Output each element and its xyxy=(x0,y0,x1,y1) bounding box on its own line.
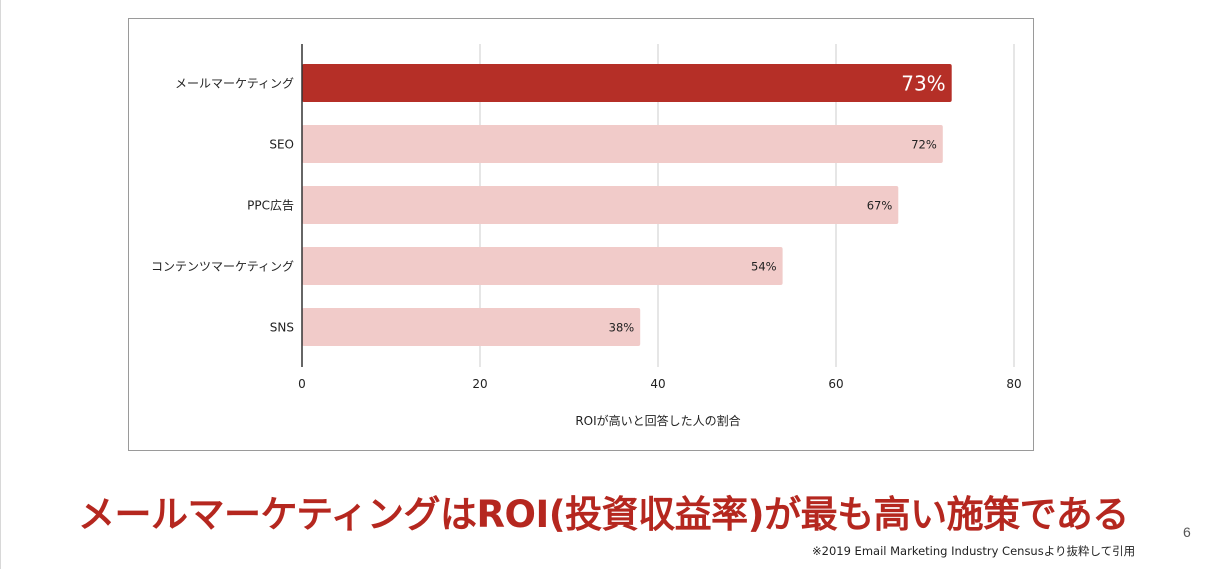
bar-3 xyxy=(302,247,783,285)
x-tick-label-40: 40 xyxy=(650,377,665,391)
x-axis-title: ROIが高いと回答した人の割合 xyxy=(575,413,740,428)
category-label-4: SNS xyxy=(270,321,294,335)
category-label-1: SEO xyxy=(269,138,294,152)
x-tick-label-80: 80 xyxy=(1006,377,1021,391)
chart-frame: メールマーケティング 73% SEO 72% PPC広告 67% コンテンツマーケティング 5… xyxy=(128,18,1034,451)
bar-0 xyxy=(302,64,952,102)
category-label-3: コンテンツマーケティング xyxy=(151,260,294,274)
bar-2 xyxy=(302,186,899,224)
x-tick-label-60: 60 xyxy=(828,377,843,391)
bar-4 xyxy=(302,308,641,346)
data-label-4: 38% xyxy=(609,321,635,335)
slide-headline: メールマーケティングはROI(投資収益率)が最も高い施策である xyxy=(78,493,1129,536)
category-label-0: メールマーケティング xyxy=(175,77,294,91)
bar-1 xyxy=(302,125,943,163)
data-label-1: 72% xyxy=(911,138,937,152)
bar-chart: メールマーケティング 73% SEO 72% PPC広告 67% コンテンツマーケティング 5… xyxy=(151,44,1022,428)
source-note: ※2019 Email Marketing Industry Censusより抜… xyxy=(812,544,1136,558)
data-label-2: 67% xyxy=(867,199,893,213)
x-tick-label-0: 0 xyxy=(298,377,306,391)
page-number: 6 xyxy=(1183,524,1191,540)
data-label-3: 54% xyxy=(751,260,777,274)
slide-left-edge xyxy=(0,0,1,569)
x-tick-label-20: 20 xyxy=(472,377,487,391)
data-label-0: 73% xyxy=(901,72,945,96)
category-label-2: PPC広告 xyxy=(247,199,294,213)
